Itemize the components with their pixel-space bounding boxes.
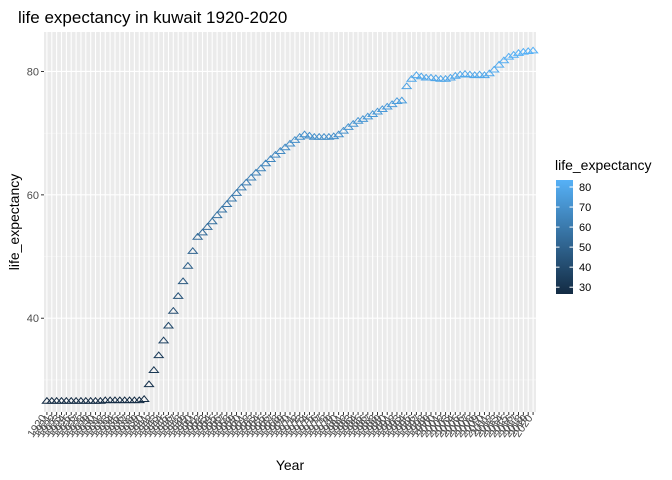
y-tick-label: 40 bbox=[27, 313, 39, 325]
data-point bbox=[167, 306, 179, 314]
x-axis-title: Year bbox=[276, 457, 305, 473]
data-point bbox=[187, 246, 199, 254]
data-point bbox=[284, 139, 296, 147]
data-point bbox=[332, 130, 345, 138]
data-point bbox=[527, 46, 539, 54]
data-point bbox=[138, 395, 150, 402]
legend-tick-label: 80 bbox=[579, 182, 591, 194]
data-point bbox=[201, 222, 214, 230]
data-point bbox=[191, 232, 204, 240]
legend: life_expectancy 30 40 50 60 70 80 bbox=[555, 157, 652, 294]
x-axis: 1920192119221923192419251926192719281929… bbox=[26, 412, 536, 440]
data-point bbox=[250, 168, 262, 176]
y-tick-label: 80 bbox=[27, 66, 39, 78]
data-point bbox=[410, 71, 423, 79]
data-point bbox=[216, 205, 228, 213]
data-point bbox=[444, 73, 457, 81]
data-point bbox=[478, 71, 491, 79]
data-point bbox=[157, 336, 170, 344]
data-point bbox=[488, 65, 500, 73]
data-point bbox=[226, 194, 238, 202]
legend-tick-label: 70 bbox=[579, 202, 591, 214]
data-point bbox=[264, 155, 277, 162]
data-point bbox=[473, 70, 486, 78]
legend-tick-label: 40 bbox=[579, 262, 591, 274]
data-point bbox=[211, 211, 223, 219]
data-point bbox=[230, 188, 243, 196]
data-point bbox=[352, 116, 364, 124]
chart-title: life expectancy in kuwait 1920-2020 bbox=[18, 8, 287, 27]
data-point bbox=[303, 131, 316, 139]
data-point bbox=[221, 200, 233, 207]
data-point bbox=[196, 228, 209, 236]
grid-major bbox=[44, 32, 536, 412]
data-point bbox=[415, 72, 427, 80]
y-axis-title: life_expectancy bbox=[6, 174, 22, 271]
legend-tick-label: 30 bbox=[579, 282, 591, 294]
data-point bbox=[260, 159, 272, 167]
data-point bbox=[240, 178, 252, 186]
legend-tick-label: 60 bbox=[579, 222, 591, 234]
data-point bbox=[153, 351, 165, 359]
y-axis: 40 60 80 bbox=[27, 66, 44, 325]
data-point bbox=[493, 60, 505, 68]
data-point bbox=[235, 183, 248, 191]
data-point bbox=[182, 261, 194, 269]
data-point bbox=[143, 380, 155, 388]
legend-title: life_expectancy bbox=[555, 157, 652, 173]
data-point bbox=[274, 147, 286, 154]
data-point bbox=[133, 396, 145, 404]
data-point bbox=[148, 366, 160, 373]
data-point bbox=[439, 74, 452, 82]
data-point bbox=[401, 82, 413, 90]
data-point bbox=[459, 69, 471, 77]
data-point bbox=[512, 48, 525, 56]
data-point bbox=[255, 164, 267, 172]
data-point bbox=[405, 74, 418, 82]
data-point bbox=[177, 277, 189, 285]
data-point bbox=[396, 96, 408, 104]
data-point bbox=[269, 150, 282, 158]
data-point bbox=[503, 52, 515, 60]
data-point bbox=[337, 126, 350, 134]
data-point bbox=[507, 50, 520, 58]
data-point bbox=[279, 143, 291, 151]
data-point bbox=[328, 132, 340, 140]
data-point bbox=[425, 73, 437, 81]
data-points bbox=[41, 46, 539, 404]
data-point bbox=[464, 70, 476, 78]
y-tick-label: 60 bbox=[27, 190, 39, 202]
data-point bbox=[206, 217, 218, 225]
data-point bbox=[483, 69, 495, 77]
legend-tick-label: 50 bbox=[579, 242, 591, 254]
data-point bbox=[298, 130, 311, 138]
data-point bbox=[498, 56, 510, 64]
data-point bbox=[172, 292, 184, 299]
data-point bbox=[162, 321, 175, 329]
legend-ticks: 30 40 50 60 70 80 bbox=[556, 182, 591, 294]
data-point bbox=[449, 71, 461, 79]
data-point bbox=[245, 173, 257, 181]
legend-colorbar bbox=[556, 180, 573, 294]
data-point bbox=[430, 74, 442, 82]
